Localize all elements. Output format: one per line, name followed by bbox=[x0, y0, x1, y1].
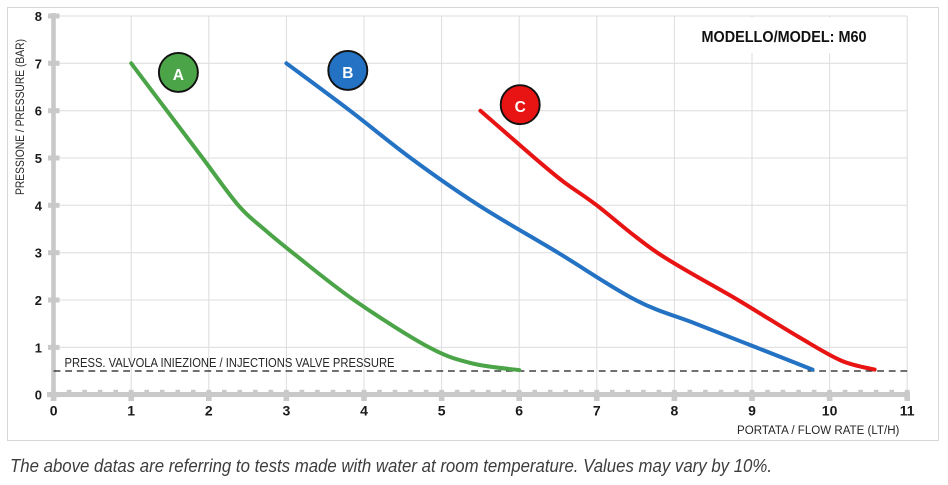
svg-text:6: 6 bbox=[515, 403, 523, 419]
svg-text:3: 3 bbox=[35, 246, 42, 261]
svg-text:5: 5 bbox=[35, 151, 42, 166]
svg-text:PORTATA / FLOW RATE (LT/H): PORTATA / FLOW RATE (LT/H) bbox=[737, 423, 899, 437]
svg-text:0: 0 bbox=[50, 403, 58, 419]
svg-text:A: A bbox=[173, 67, 184, 84]
svg-text:7: 7 bbox=[35, 56, 42, 71]
svg-text:PRESSIONE / PRESSURE (BAR): PRESSIONE / PRESSURE (BAR) bbox=[13, 39, 27, 195]
svg-text:0: 0 bbox=[35, 388, 42, 403]
svg-text:6: 6 bbox=[35, 104, 42, 119]
svg-text:2: 2 bbox=[205, 403, 213, 419]
svg-text:4: 4 bbox=[360, 403, 368, 419]
svg-text:The above datas are referring: The above datas are referring to tests m… bbox=[10, 456, 772, 476]
svg-text:1: 1 bbox=[127, 403, 135, 419]
svg-text:3: 3 bbox=[283, 403, 291, 419]
svg-text:1: 1 bbox=[35, 340, 42, 355]
svg-text:8: 8 bbox=[671, 403, 679, 419]
svg-text:9: 9 bbox=[748, 403, 756, 419]
svg-text:PRESS. VALVOLA INIEZIONE / INJ: PRESS. VALVOLA INIEZIONE / INJECTIONS VA… bbox=[65, 356, 395, 370]
svg-text:C: C bbox=[515, 99, 526, 116]
svg-text:5: 5 bbox=[438, 403, 446, 419]
svg-text:7: 7 bbox=[593, 403, 601, 419]
svg-text:11: 11 bbox=[900, 403, 915, 419]
svg-text:10: 10 bbox=[822, 403, 838, 419]
svg-text:2: 2 bbox=[35, 293, 42, 308]
svg-text:4: 4 bbox=[35, 198, 43, 213]
svg-text:B: B bbox=[342, 65, 353, 82]
svg-text:8: 8 bbox=[35, 9, 42, 24]
svg-text:MODELLO/MODEL: M60: MODELLO/MODEL: M60 bbox=[702, 29, 867, 46]
